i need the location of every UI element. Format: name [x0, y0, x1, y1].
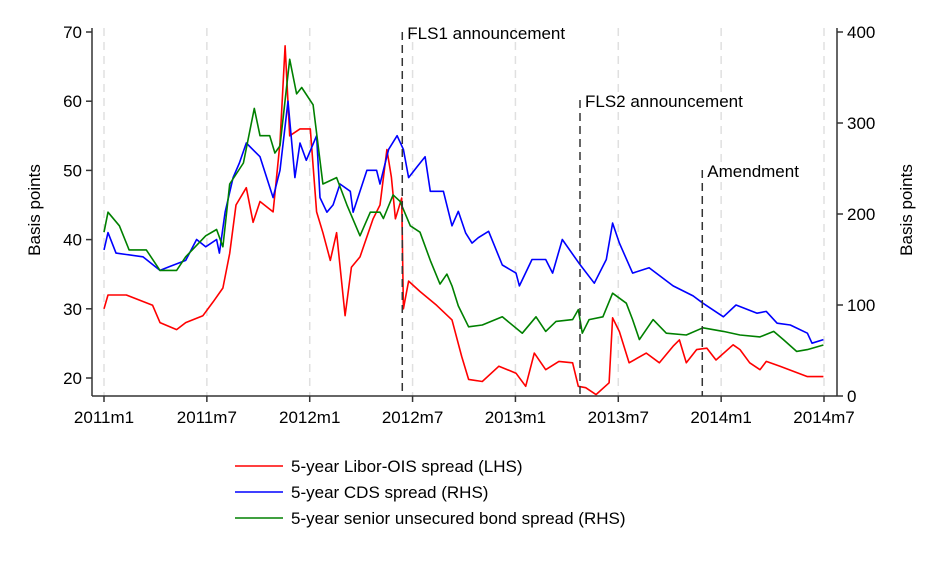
x-tick-label: 2013m1	[485, 408, 546, 427]
axes	[91, 28, 838, 397]
legend-label: 5-year senior unsecured bond spread (RHS…	[291, 509, 626, 528]
legend: 5-year Libor-OIS spread (LHS) 5-year CDS …	[235, 457, 626, 528]
x-tick-label: 2014m7	[793, 408, 854, 427]
tick-labels: 2011m1 2011m7 2012m1 2012m7 2013m1 2013m7 2014…	[63, 23, 875, 427]
right-y-tick-label: 400	[847, 23, 875, 42]
left-y-tick-label: 50	[63, 161, 82, 180]
x-tick-label: 2013m7	[588, 408, 649, 427]
right-y-tick-label: 100	[847, 296, 875, 315]
gridlines	[103, 28, 825, 396]
legend-label: 5-year Libor-OIS spread (LHS)	[291, 457, 522, 476]
right-y-axis-label: Basis points	[897, 164, 916, 256]
x-tick-label: 2012m7	[382, 408, 443, 427]
x-tick-label: 2011m1	[74, 408, 134, 427]
event-label: FLS1 announcement	[407, 24, 565, 43]
right-y-tick-label: 0	[847, 387, 856, 406]
x-tick-label: 2011m7	[177, 408, 237, 427]
legend-label: 5-year CDS spread (RHS)	[291, 483, 488, 502]
left-y-tick-label: 30	[63, 300, 82, 319]
series-line-2	[103, 100, 824, 344]
event-label: FLS2 announcement	[585, 92, 743, 111]
series-line-1	[103, 45, 824, 396]
x-tick-label: 2012m1	[279, 408, 340, 427]
event-label: Amendment	[707, 162, 799, 181]
left-y-tick-label: 60	[63, 92, 82, 111]
x-tick-label: 2014m1	[690, 408, 751, 427]
left-y-tick-label: 20	[63, 369, 82, 388]
series-line-3	[103, 58, 824, 353]
left-y-axis-label: Basis points	[25, 164, 44, 256]
left-y-tick-label: 40	[63, 231, 82, 250]
right-y-tick-label: 200	[847, 205, 875, 224]
left-y-tick-label: 70	[63, 23, 82, 42]
series-lines	[103, 45, 824, 396]
event-markers: FLS1 announcement FLS2 announcement Amendm…	[401, 24, 799, 396]
right-y-tick-label: 300	[847, 114, 875, 133]
